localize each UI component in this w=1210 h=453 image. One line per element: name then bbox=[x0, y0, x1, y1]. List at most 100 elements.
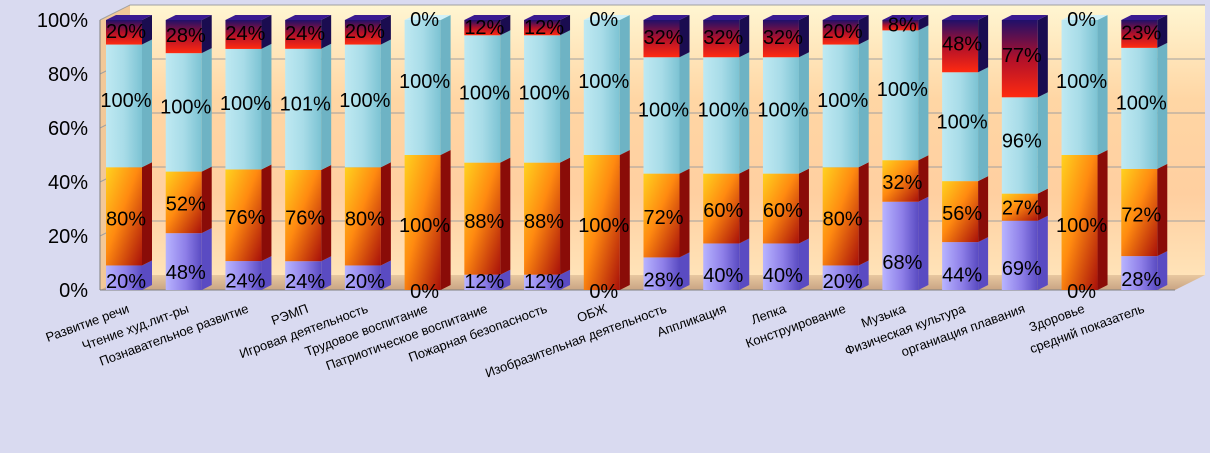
y-tick-label: 0% bbox=[59, 280, 88, 302]
bar-side-0 bbox=[261, 256, 272, 290]
data-label: 100% bbox=[757, 100, 808, 122]
bar-segment-2 bbox=[822, 44, 859, 168]
bar-side-2 bbox=[1157, 42, 1168, 169]
data-label: 24% bbox=[285, 23, 325, 45]
bar-segment-0 bbox=[225, 261, 262, 290]
bar-segment-3 bbox=[762, 20, 799, 58]
bar-side-1 bbox=[201, 166, 212, 234]
bar-segment-2 bbox=[1001, 97, 1038, 194]
data-label: 100% bbox=[698, 100, 749, 122]
bar-side-2 bbox=[321, 43, 332, 170]
bar-top-3 bbox=[822, 15, 869, 20]
bar-side-0 bbox=[500, 269, 511, 290]
bar-segment-3 bbox=[106, 20, 142, 45]
bar-side-2 bbox=[739, 52, 750, 174]
data-label: 24% bbox=[225, 23, 265, 45]
data-label: 28% bbox=[1121, 269, 1161, 291]
bar-side-2 bbox=[380, 39, 391, 168]
data-label: 27% bbox=[1002, 198, 1042, 220]
bar-segment-0 bbox=[344, 265, 381, 290]
data-label: 20% bbox=[345, 271, 385, 293]
bar-segment-0 bbox=[1001, 220, 1038, 290]
bar-side-3 bbox=[560, 15, 571, 36]
bar-side-2 bbox=[1097, 15, 1108, 155]
bar-segment-2 bbox=[285, 48, 322, 170]
bar-segment-2 bbox=[583, 20, 620, 155]
data-label: 0% bbox=[410, 281, 439, 303]
bar-side-0 bbox=[1037, 215, 1048, 290]
bar-segment-1 bbox=[404, 155, 441, 290]
bar-side-3 bbox=[1037, 15, 1048, 98]
data-label: 100% bbox=[339, 90, 390, 112]
data-label: 100% bbox=[1116, 92, 1167, 114]
bar-top-2 bbox=[404, 15, 451, 20]
bar-segment-2 bbox=[942, 72, 979, 182]
bar-segment-0 bbox=[106, 265, 142, 290]
data-label: 96% bbox=[1002, 131, 1042, 153]
bar-top-3 bbox=[942, 15, 989, 20]
data-label: 24% bbox=[225, 271, 265, 293]
data-label: 100% bbox=[518, 83, 569, 105]
bar-side-0 bbox=[321, 256, 332, 290]
bar-segment-2 bbox=[225, 48, 262, 170]
bar-side-3 bbox=[739, 15, 750, 58]
bar-side-2 bbox=[798, 52, 809, 174]
bar-side-2 bbox=[1037, 92, 1048, 194]
bar-segment-1 bbox=[703, 173, 740, 244]
data-label: 0% bbox=[410, 9, 439, 31]
bar-segment-3 bbox=[165, 20, 202, 54]
data-label: 24% bbox=[285, 271, 325, 293]
data-label: 32% bbox=[643, 27, 683, 49]
bar-segment-0 bbox=[524, 274, 561, 290]
bar-side-0 bbox=[918, 196, 929, 290]
bar-segment-3 bbox=[464, 20, 501, 36]
bar-segment-1 bbox=[762, 173, 799, 244]
bar-segment-3 bbox=[524, 20, 561, 36]
bar-side-1 bbox=[679, 168, 690, 258]
data-label: 80% bbox=[823, 208, 863, 230]
bar-segment-2 bbox=[165, 53, 202, 172]
data-label: 100% bbox=[937, 111, 988, 133]
data-label: 100% bbox=[220, 93, 271, 115]
bar-side-1 bbox=[978, 176, 989, 243]
bar-top-3 bbox=[344, 15, 391, 20]
bar-segment-0 bbox=[822, 265, 859, 290]
data-label: 56% bbox=[942, 203, 982, 225]
x-tick-label: Конструирование bbox=[744, 301, 848, 351]
bar-side-3 bbox=[261, 15, 272, 49]
y-tick-label: 80% bbox=[48, 64, 88, 86]
gridline bbox=[99, 4, 1205, 21]
bar-side-1 bbox=[560, 157, 571, 275]
bar-side-1 bbox=[440, 150, 451, 290]
bar-side-1 bbox=[619, 150, 630, 290]
data-label: 100% bbox=[399, 215, 450, 237]
bar-side-0 bbox=[739, 238, 750, 290]
bar-segment-1 bbox=[1061, 155, 1098, 290]
bar-top-3 bbox=[703, 15, 750, 20]
bar-segment-2 bbox=[1061, 20, 1098, 155]
y-tick-label: 20% bbox=[48, 226, 88, 248]
bar-side-3 bbox=[918, 15, 929, 31]
bar-side-2 bbox=[500, 30, 511, 163]
bar-segment-0 bbox=[703, 243, 740, 290]
data-label: 88% bbox=[524, 211, 564, 233]
data-label: 72% bbox=[1121, 204, 1161, 226]
bar-side-1 bbox=[798, 168, 809, 244]
data-label: 28% bbox=[166, 25, 206, 47]
bar-top-3 bbox=[285, 15, 332, 20]
data-label: 100% bbox=[399, 71, 450, 93]
bar-side-3 bbox=[679, 15, 690, 58]
data-label: 8% bbox=[888, 15, 917, 37]
bar-side-0 bbox=[380, 260, 391, 290]
y-tick-label: 100% bbox=[37, 10, 88, 32]
bar-segment-2 bbox=[344, 44, 381, 168]
bar-side-0 bbox=[978, 237, 989, 290]
data-label: 100% bbox=[1056, 71, 1107, 93]
bar-segment-1 bbox=[882, 160, 919, 202]
bar-top-3 bbox=[524, 15, 571, 20]
data-label: 48% bbox=[942, 34, 982, 56]
data-label: 72% bbox=[643, 207, 683, 229]
y-tick-label: 40% bbox=[48, 172, 88, 194]
bar-top-3 bbox=[762, 15, 809, 20]
